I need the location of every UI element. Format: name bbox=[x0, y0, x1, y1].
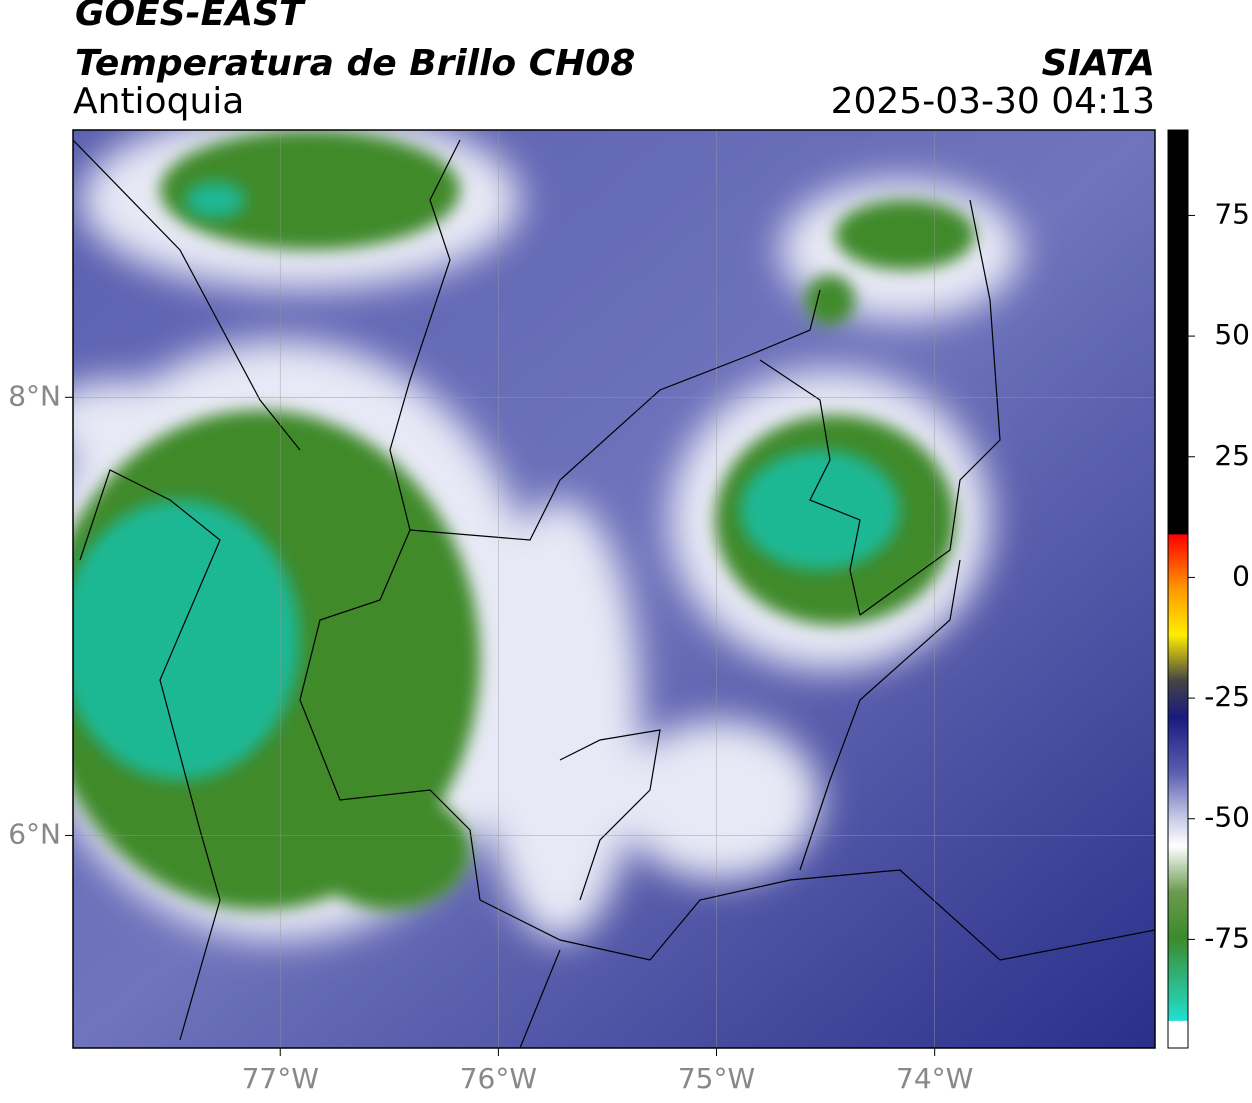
x-tick-label: 77°W bbox=[242, 1062, 319, 1095]
colorbar-tick-label: -50 bbox=[1204, 801, 1250, 834]
source: SIATA bbox=[1042, 43, 1155, 84]
colorbar-tick-label: 0 bbox=[1232, 559, 1250, 592]
x-tick-label: 76°W bbox=[460, 1062, 537, 1095]
y-tick-label: 6°N bbox=[8, 817, 61, 850]
satellite-image bbox=[73, 130, 1155, 1048]
y-tick-label: 8°N bbox=[8, 379, 61, 412]
title: GOES-EAST bbox=[75, 0, 306, 34]
colorbar-tick-label: 25 bbox=[1214, 439, 1250, 472]
colorbar-tick-label: -75 bbox=[1204, 921, 1250, 954]
colorbar-tick-label: 50 bbox=[1214, 318, 1250, 351]
x-tick-label: 75°W bbox=[678, 1062, 755, 1095]
x-tick-label: 74°W bbox=[896, 1062, 973, 1095]
subtitle: Temperatura de Brillo CH08 bbox=[75, 43, 635, 84]
boundaries bbox=[73, 139, 1155, 1048]
region: Antioquia bbox=[73, 81, 244, 122]
colorbar-tick-label: -25 bbox=[1204, 680, 1250, 713]
map-frame bbox=[72, 129, 1156, 1049]
datetime: 2025-03-30 04:13 bbox=[831, 81, 1155, 122]
colorbar bbox=[1167, 129, 1189, 1049]
colorbar-tick-label: 75 bbox=[1214, 197, 1250, 230]
